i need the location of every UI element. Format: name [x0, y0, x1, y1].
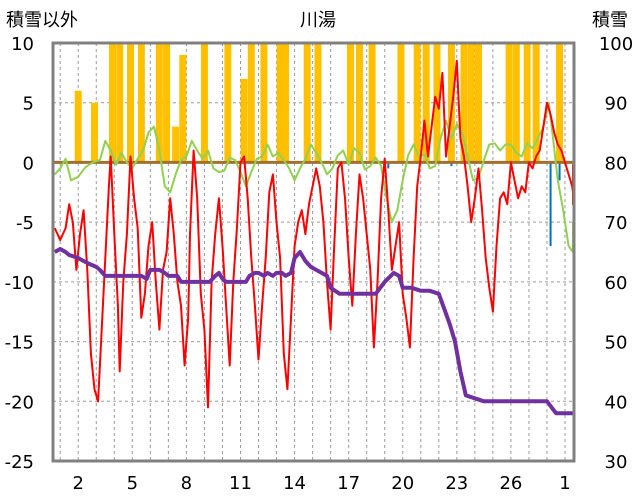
x-tick-label: 17: [337, 473, 360, 494]
precip-bar: [240, 78, 248, 163]
precip-bar: [556, 43, 564, 163]
x-tick-label: 8: [181, 473, 192, 494]
snow-line: [53, 247, 573, 416]
precip-bar: [127, 43, 135, 163]
precip-bar: [247, 43, 255, 163]
y-tick-label-left: 0: [23, 153, 34, 174]
precip-bar: [505, 43, 513, 163]
precip-bar: [368, 43, 376, 163]
precip-bar: [474, 43, 482, 163]
y-tick-label-left: -5: [16, 213, 34, 234]
plot-area: [53, 43, 574, 416]
precip-bar: [413, 43, 421, 163]
precip-bar: [137, 43, 145, 163]
green-line: [54, 101, 574, 253]
precip-bar: [172, 126, 180, 163]
precip-bar: [155, 43, 163, 163]
y-tick-label-left: -25: [5, 452, 34, 473]
y-tick-label-right: 70: [605, 213, 628, 234]
x-tick-label: 1: [559, 473, 570, 494]
x-tick-label: 26: [499, 473, 522, 494]
y-tick-label-right: 50: [605, 333, 628, 354]
precip-bar: [260, 43, 268, 163]
precip-bar: [314, 43, 322, 163]
y-tick-label-right: 60: [605, 273, 628, 294]
x-tick-label: 11: [229, 473, 252, 494]
blue-bar: [558, 162, 561, 181]
y-tick-label-left: -10: [5, 273, 34, 294]
blue-bar: [387, 162, 390, 169]
plot-frame: [51, 41, 576, 463]
precip-bar: [90, 102, 98, 163]
chart-title: 川湯: [300, 10, 336, 31]
precip-bar: [163, 43, 171, 163]
precip-bar: [460, 43, 468, 163]
precip-bar: [355, 43, 363, 163]
precip-bar: [346, 43, 354, 163]
x-tick-label: 2: [73, 473, 84, 494]
y-tick-label-right: 80: [605, 153, 628, 174]
y-tick-label-right: 100: [599, 34, 633, 55]
y-tick-label-right: 90: [605, 94, 628, 115]
precip-bar: [512, 43, 520, 163]
y-tick-label-right: 30: [605, 452, 628, 473]
x-tick-label: 23: [445, 473, 468, 494]
y-axis-left-label: 積雪以外: [6, 10, 78, 31]
precip-bar: [303, 43, 311, 163]
x-tick-label: 14: [283, 473, 306, 494]
precip-bar: [397, 43, 405, 163]
precip-bar: [116, 43, 124, 163]
precip-bar: [422, 43, 430, 163]
precip-bar: [224, 43, 232, 163]
precip-bar: [200, 43, 208, 163]
x-tick-label: 5: [127, 473, 138, 494]
blue-bar: [450, 162, 453, 167]
y-tick-label-left: -20: [5, 392, 34, 413]
y-axis-right-label: 積雪: [592, 10, 628, 31]
precip-bar: [276, 43, 284, 163]
precip-bar: [74, 90, 82, 163]
x-tick-label: 20: [391, 473, 414, 494]
y-tick-label-right: 40: [605, 392, 628, 413]
blue-bar: [549, 162, 552, 247]
y-tick-label-left: 5: [23, 94, 34, 115]
precip-bar: [523, 43, 531, 163]
precip-bar: [467, 43, 475, 163]
precip-bar: [532, 43, 540, 163]
precip-bar: [179, 54, 187, 163]
y-tick-label-left: -15: [5, 333, 34, 354]
precip-bar: [447, 43, 455, 163]
precip-bar: [108, 43, 116, 163]
precip-bar: [282, 43, 290, 163]
y-tick-label-left: 10: [11, 34, 34, 55]
